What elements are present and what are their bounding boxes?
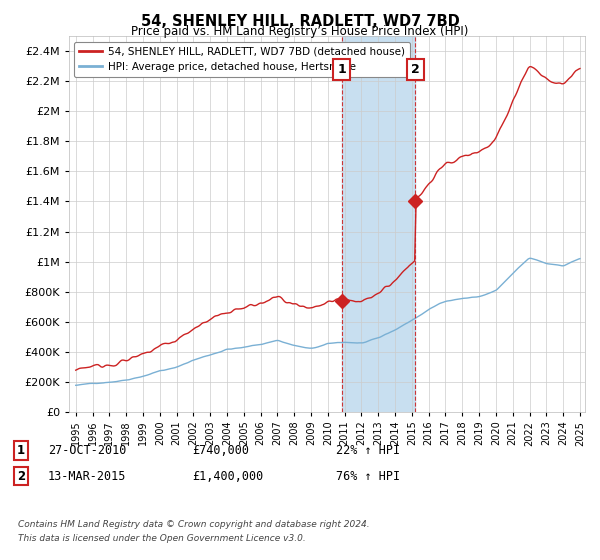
- Legend: 54, SHENLEY HILL, RADLETT, WD7 7BD (detached house), HPI: Average price, detache: 54, SHENLEY HILL, RADLETT, WD7 7BD (deta…: [74, 41, 410, 77]
- Text: 54, SHENLEY HILL, RADLETT, WD7 7BD: 54, SHENLEY HILL, RADLETT, WD7 7BD: [140, 14, 460, 29]
- Text: 1: 1: [337, 63, 346, 76]
- Text: 22% ↑ HPI: 22% ↑ HPI: [336, 444, 400, 458]
- Text: Price paid vs. HM Land Registry’s House Price Index (HPI): Price paid vs. HM Land Registry’s House …: [131, 25, 469, 38]
- Text: 2: 2: [17, 469, 25, 483]
- Text: £740,000: £740,000: [192, 444, 249, 458]
- Text: 76% ↑ HPI: 76% ↑ HPI: [336, 469, 400, 483]
- Text: 13-MAR-2015: 13-MAR-2015: [48, 469, 127, 483]
- Text: 27-OCT-2010: 27-OCT-2010: [48, 444, 127, 458]
- Text: 2: 2: [411, 63, 420, 76]
- Text: This data is licensed under the Open Government Licence v3.0.: This data is licensed under the Open Gov…: [18, 534, 306, 543]
- Bar: [341, 36, 415, 412]
- Text: 1: 1: [17, 444, 25, 458]
- Text: £1,400,000: £1,400,000: [192, 469, 263, 483]
- Text: Contains HM Land Registry data © Crown copyright and database right 2024.: Contains HM Land Registry data © Crown c…: [18, 520, 370, 529]
